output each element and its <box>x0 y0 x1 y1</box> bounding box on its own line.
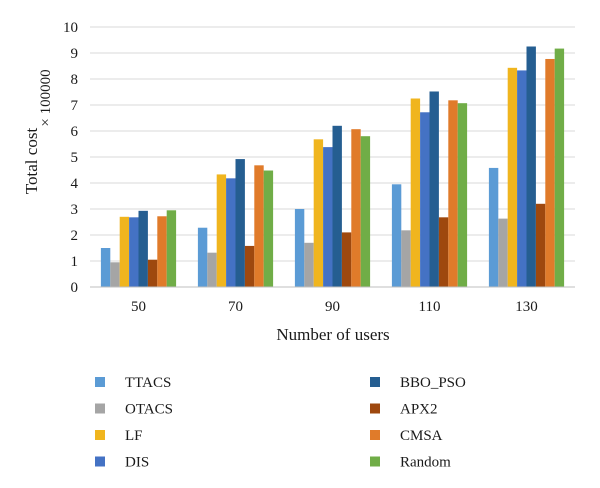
x-tick-label: 130 <box>515 299 538 315</box>
legend-swatch <box>95 430 105 440</box>
legend-item: CMSA <box>370 428 443 444</box>
y-tick-label: 1 <box>71 254 79 270</box>
legend-label: CMSA <box>400 428 443 444</box>
bar <box>535 203 546 287</box>
bar <box>332 125 342 287</box>
x-tick-label: 90 <box>325 299 340 315</box>
bar <box>166 210 177 287</box>
legend-label: BBO_PSO <box>400 375 466 391</box>
y-tick-label: 9 <box>71 46 79 62</box>
legend-swatch <box>95 377 105 387</box>
legend-label: TTACS <box>125 375 171 391</box>
bar <box>207 252 217 287</box>
x-tick-label: 110 <box>419 299 441 315</box>
bar <box>391 184 402 287</box>
bar <box>360 136 371 287</box>
legend-label: LF <box>125 428 143 444</box>
bar <box>323 147 333 287</box>
legend-swatch <box>95 403 105 414</box>
legend-swatch <box>370 456 380 467</box>
bar <box>429 91 439 287</box>
y-tick-label: 5 <box>71 150 79 166</box>
bar <box>351 129 361 287</box>
legend-item: TTACS <box>95 375 171 391</box>
y-tick-label: 10 <box>63 20 78 36</box>
bar <box>517 70 527 287</box>
y-tick-label: 0 <box>71 280 79 296</box>
legend-label: Random <box>400 455 451 471</box>
y-tick-label: 3 <box>71 202 79 218</box>
y-tick-label: 4 <box>71 176 79 192</box>
series-otacs <box>110 218 508 287</box>
bar <box>488 167 499 287</box>
chart-bars <box>100 46 565 288</box>
legend-item: BBO_PSO <box>370 375 466 391</box>
bar <box>110 262 120 287</box>
series-lf <box>119 67 518 287</box>
bar <box>119 216 130 287</box>
x-tick-label: 70 <box>228 299 243 315</box>
bar <box>304 242 314 287</box>
legend-label: DIS <box>125 455 149 471</box>
bar <box>545 58 555 288</box>
y-axis-title: Total cost <box>22 128 41 195</box>
bar <box>498 218 508 287</box>
chart-legend: TTACS OTACS LF DIS BBO_PSO APX2 CMSA Random <box>95 375 466 471</box>
legend-item: DIS <box>95 455 149 471</box>
bar <box>448 100 458 287</box>
bar <box>254 165 264 287</box>
y-tick-label: 6 <box>71 124 79 140</box>
x-tick-labels: 50 70 90 110 130 <box>131 299 538 315</box>
series-random <box>166 48 565 288</box>
bar <box>507 67 518 287</box>
series-apx2 <box>147 203 546 287</box>
legend-label: APX2 <box>400 402 438 418</box>
legend-swatch <box>95 456 105 467</box>
y-tick-labels: 0 1 2 3 4 5 6 7 8 9 10 <box>63 20 79 296</box>
x-axis-title: Number of users <box>276 325 389 344</box>
legend-item: LF <box>95 428 143 444</box>
legend-swatch <box>370 403 380 414</box>
legend-item: OTACS <box>95 402 173 418</box>
y-multiplier-label: × 100000 <box>38 69 54 126</box>
bar <box>457 103 468 288</box>
series-cmsa <box>157 58 555 288</box>
y-tick-label: 2 <box>71 228 79 244</box>
bar <box>235 159 245 287</box>
bar <box>129 217 139 287</box>
bar <box>410 98 421 287</box>
bar <box>226 178 236 287</box>
bar <box>554 48 565 287</box>
legend-item: APX2 <box>370 402 438 418</box>
bar <box>313 139 324 287</box>
series-ttacs <box>100 167 499 287</box>
bar <box>138 210 148 287</box>
x-tick-label: 50 <box>131 299 146 315</box>
series-bbo-pso <box>138 46 536 287</box>
y-tick-label: 8 <box>71 72 79 88</box>
bar <box>216 174 227 287</box>
bar <box>341 232 352 287</box>
bar <box>526 46 536 287</box>
series-dis <box>129 70 527 287</box>
bar <box>100 248 111 287</box>
bar <box>157 216 167 287</box>
y-tick-label: 7 <box>71 98 79 114</box>
bar <box>438 217 449 287</box>
bar <box>263 170 274 287</box>
bar <box>294 209 305 287</box>
bar <box>401 230 411 287</box>
legend-swatch <box>370 377 380 387</box>
bar <box>197 227 208 287</box>
legend-item: Random <box>370 455 451 471</box>
bar <box>244 245 255 287</box>
bar <box>420 112 430 287</box>
legend-swatch <box>370 430 380 440</box>
legend-label: OTACS <box>125 402 173 418</box>
bar <box>147 259 158 287</box>
